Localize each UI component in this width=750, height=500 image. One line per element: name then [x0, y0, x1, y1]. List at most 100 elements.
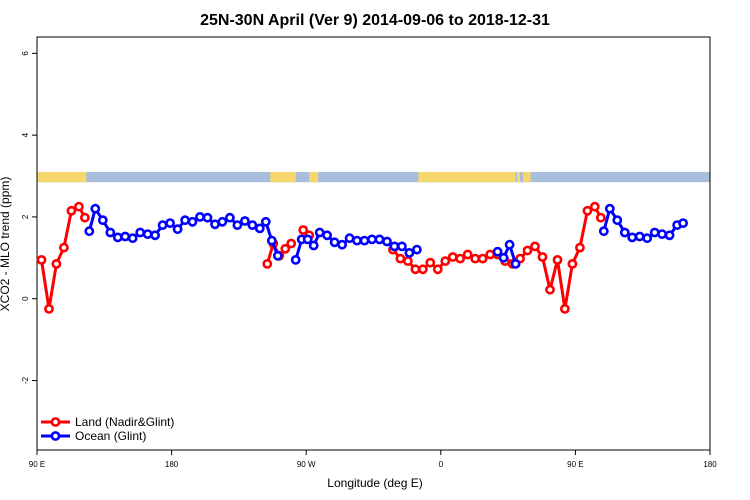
series-line — [40, 205, 87, 311]
data-point — [224, 212, 235, 223]
land-band-segment — [270, 171, 296, 183]
data-point — [447, 252, 458, 262]
legend-marker — [50, 417, 61, 427]
data-point — [649, 227, 660, 238]
series-ff0000 — [36, 201, 606, 314]
data-point — [367, 234, 377, 245]
data-point — [627, 232, 638, 243]
y-tick-label: 6 — [21, 51, 30, 56]
data-point — [157, 220, 168, 230]
data-point — [112, 232, 123, 243]
data-point — [612, 215, 623, 226]
data-point — [417, 264, 428, 275]
legend: Land (Nadir&Glint)Ocean (Glint) — [41, 415, 174, 443]
data-point — [80, 212, 90, 223]
data-point — [589, 201, 600, 212]
data-point — [575, 242, 585, 253]
y-axis-label: XCO2 - MLO trend (ppm) — [0, 177, 12, 312]
data-point — [202, 212, 213, 223]
data-point — [382, 236, 392, 247]
data-point — [232, 220, 243, 230]
data-point — [135, 227, 146, 238]
data-point — [411, 244, 422, 255]
data-point — [404, 247, 415, 258]
data-point — [359, 235, 370, 246]
data-point — [504, 239, 515, 250]
x-axis: 90 E 180 90 W 0 90 E 180 — [29, 450, 717, 469]
data-point — [329, 237, 340, 248]
legend-label: Ocean (Glint) — [75, 429, 146, 443]
data-point — [195, 211, 205, 222]
data-point — [290, 254, 301, 265]
data-point — [402, 256, 413, 266]
data-point — [634, 231, 645, 242]
data-point — [74, 201, 84, 212]
data-point — [180, 215, 190, 226]
data-point — [522, 245, 533, 256]
data-point — [352, 235, 362, 246]
data-point — [389, 241, 400, 252]
data-point — [560, 303, 570, 314]
data-point — [595, 212, 606, 223]
data-point — [619, 227, 630, 238]
land-ocean-band — [37, 171, 710, 183]
legend-marker — [50, 431, 61, 441]
y-tick-label: 0 — [21, 296, 30, 301]
data-point — [90, 203, 101, 214]
series — [36, 201, 688, 314]
data-point — [374, 234, 385, 245]
y-tick-label: 4 — [21, 132, 30, 137]
data-point — [530, 241, 540, 252]
data-point — [582, 205, 593, 216]
data-point — [545, 284, 555, 295]
data-point — [150, 230, 160, 241]
data-point — [567, 258, 578, 269]
data-point — [395, 253, 406, 264]
data-point — [280, 243, 291, 254]
y-tick-label: 2 — [21, 214, 30, 219]
legend-label: Land (Nadir&Glint) — [75, 415, 174, 429]
data-point — [302, 234, 313, 245]
x-tick-label: 180 — [165, 460, 179, 469]
y-tick-label: -2 — [21, 376, 30, 384]
data-point — [142, 229, 153, 239]
data-point — [66, 205, 77, 216]
series-0000ff — [84, 203, 688, 269]
plot-border — [36, 36, 711, 451]
data-point — [510, 258, 521, 269]
data-point — [120, 231, 131, 242]
data-point — [36, 254, 47, 265]
legend-item: Ocean (Glint) — [41, 429, 146, 443]
data-point — [642, 233, 653, 244]
data-point — [598, 226, 609, 237]
land-band-segment — [523, 171, 531, 183]
x-tick-label: 90 E — [29, 460, 45, 469]
plot-frame — [36, 36, 711, 451]
data-point — [172, 224, 183, 235]
data-point — [537, 252, 548, 262]
data-point — [165, 218, 175, 228]
data-point — [84, 226, 95, 237]
data-point — [44, 303, 54, 314]
data-point — [127, 233, 138, 244]
y-axis: -2 0 2 4 6 — [21, 51, 37, 384]
data-point — [260, 216, 271, 227]
x-tick-label: 90 W — [297, 460, 316, 469]
data-point — [308, 240, 319, 251]
data-point — [298, 225, 309, 235]
data-point — [239, 216, 250, 226]
data-point — [664, 230, 675, 241]
data-point — [604, 203, 615, 214]
data-point — [410, 264, 421, 275]
data-point — [286, 238, 297, 249]
data-point — [254, 223, 265, 234]
x-tick-label: 180 — [703, 460, 717, 469]
ocean-band — [37, 171, 710, 183]
data-point — [425, 257, 436, 268]
data-point — [266, 235, 277, 246]
land-band-segment — [517, 171, 521, 183]
data-point — [337, 239, 347, 250]
data-point — [678, 218, 688, 228]
data-point — [440, 256, 451, 266]
